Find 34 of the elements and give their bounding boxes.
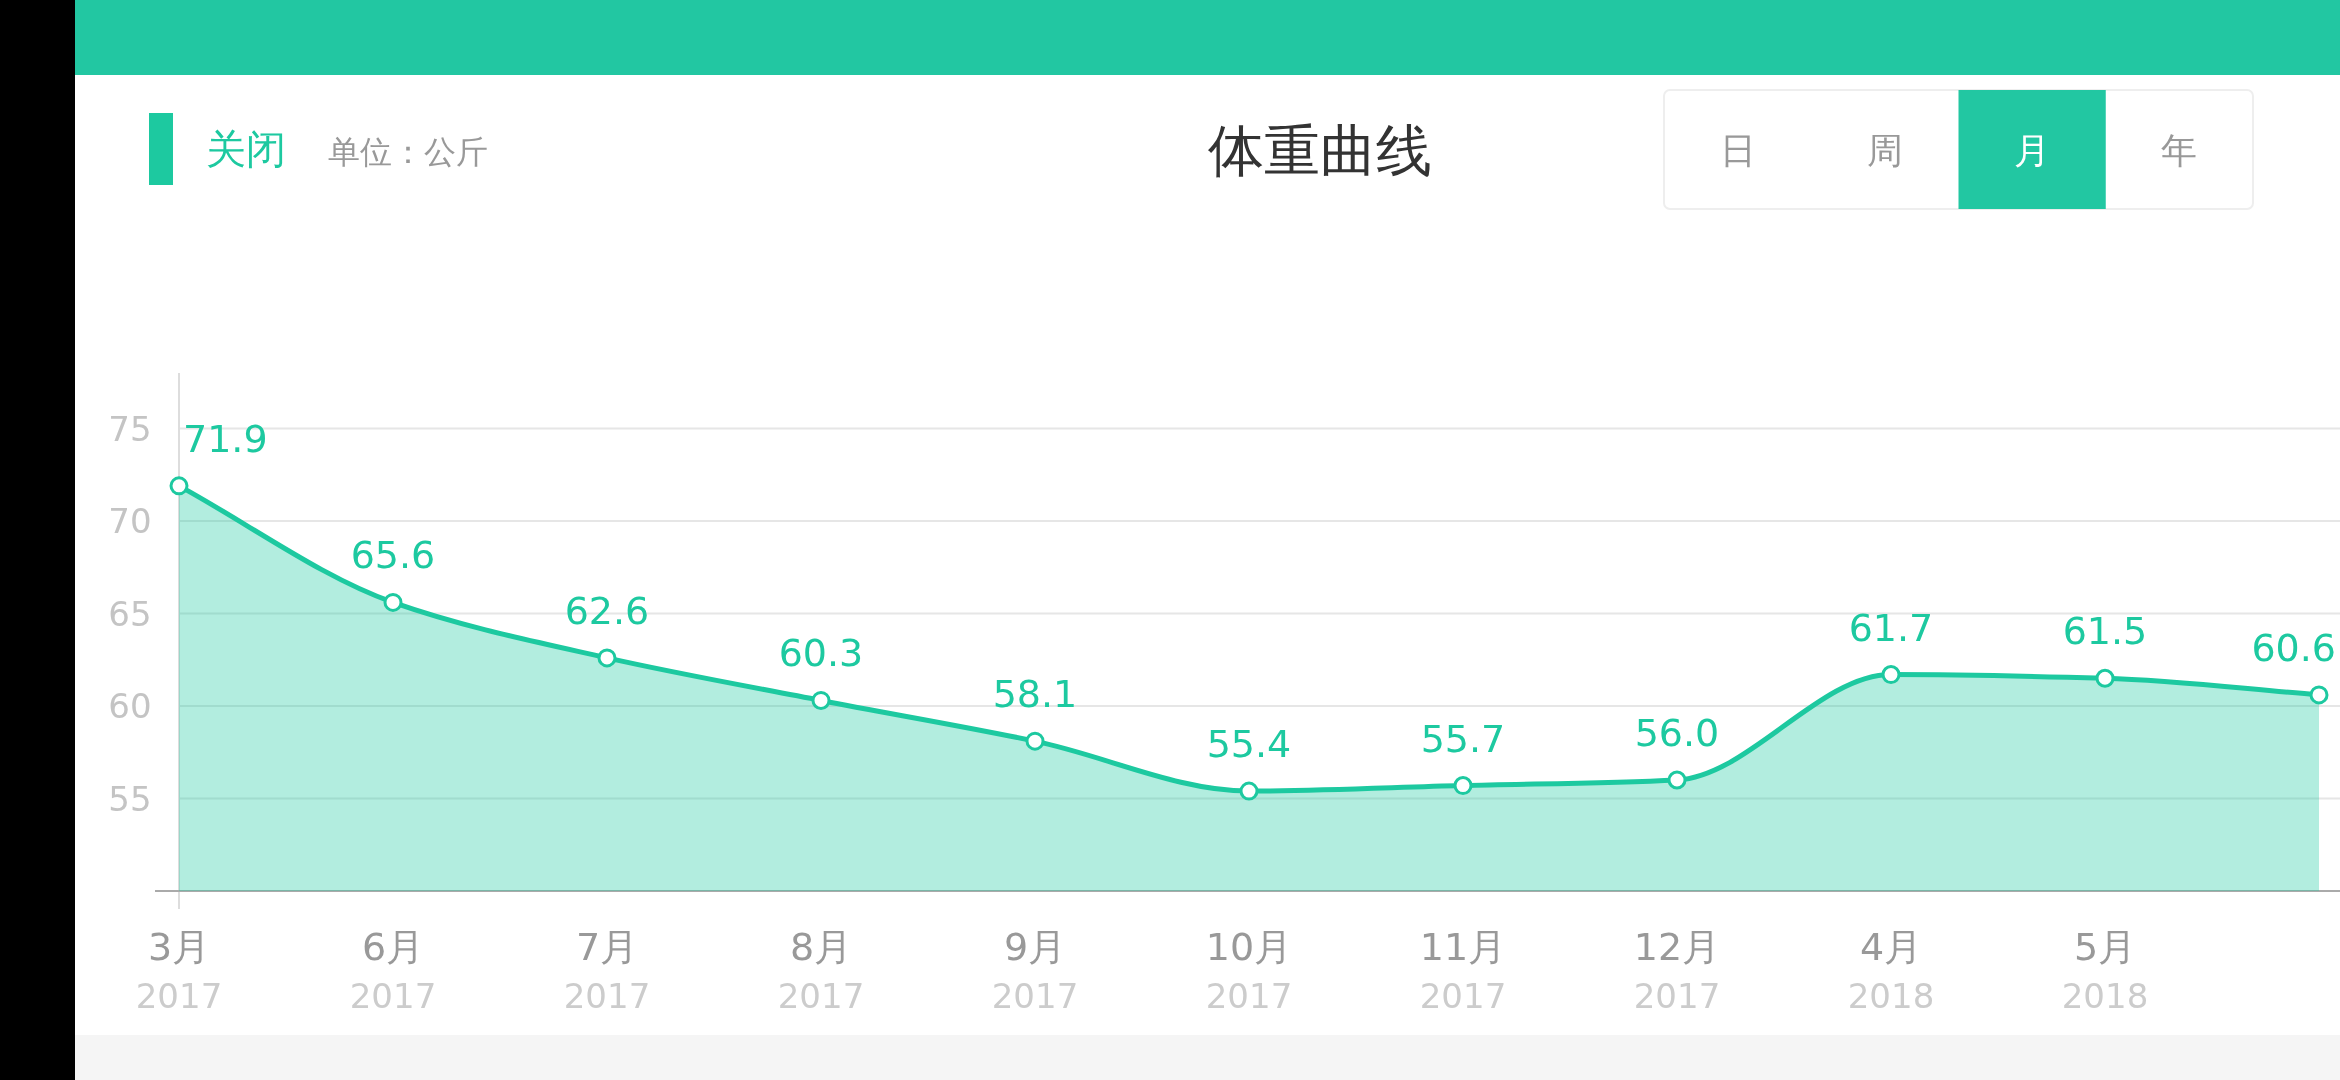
- point: [597, 648, 617, 668]
- y-tick-label: 70: [108, 501, 152, 541]
- data-label: 62.6: [564, 588, 650, 633]
- point: [1453, 776, 1473, 796]
- data-label: 56.0: [1634, 711, 1720, 755]
- text: 周: [1866, 129, 1903, 171]
- text: 日: [1719, 129, 1756, 171]
- point: [2095, 668, 2115, 688]
- chart-title: 体重曲线: [1208, 118, 1432, 183]
- y-tick-label: 55: [108, 778, 152, 819]
- data-label: 61.5: [2062, 609, 2148, 654]
- text: 年: [2161, 129, 2198, 171]
- point: [1025, 731, 1045, 751]
- data-label: 60.6: [2251, 625, 2336, 670]
- text: 月: [2014, 129, 2051, 171]
- text: 关闭: [206, 126, 286, 172]
- point: [383, 592, 403, 612]
- point: [1239, 781, 1259, 801]
- data-label: 71.9: [183, 416, 268, 461]
- data-label: 58.1: [992, 672, 1078, 717]
- point: [2309, 685, 2329, 705]
- data-label: 60.3: [778, 631, 864, 676]
- point: [811, 690, 831, 710]
- data-label: 61.7: [1848, 605, 1934, 650]
- point: [1667, 770, 1687, 790]
- data-label: 55.4: [1206, 722, 1292, 767]
- point: [169, 476, 189, 496]
- data-label: 65.6: [350, 533, 436, 578]
- data-label: 55.7: [1420, 716, 1506, 761]
- y-tick-label: 75: [108, 408, 152, 449]
- y-tick-label: 65: [108, 593, 152, 634]
- y-tick-label: 60: [108, 686, 152, 726]
- text: 单位：公斤: [328, 133, 488, 171]
- point: [1881, 665, 1901, 685]
